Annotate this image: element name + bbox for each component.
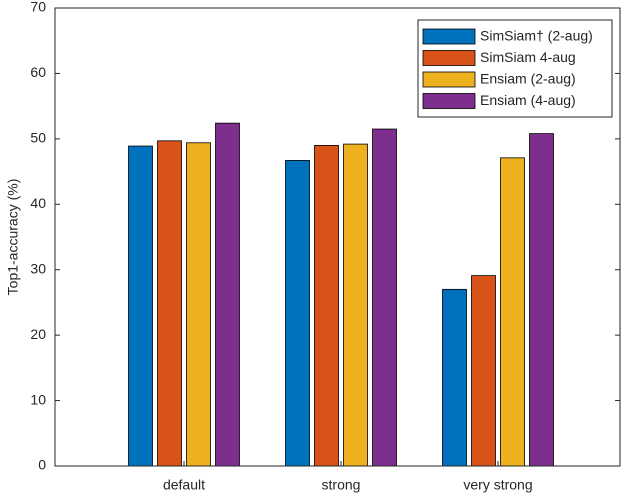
y-tick-label: 70	[30, 0, 46, 15]
bar	[215, 122, 240, 467]
y-tick-label: 40	[30, 195, 46, 211]
legend-swatch	[422, 50, 476, 66]
bar	[529, 133, 554, 467]
bar	[343, 143, 368, 467]
bar	[186, 142, 211, 467]
legend-label: SimSiam 4-aug	[480, 49, 576, 65]
bar	[157, 140, 182, 467]
x-tick-label: default	[163, 477, 205, 493]
bar	[500, 157, 525, 467]
bar	[372, 128, 397, 467]
bar	[314, 144, 339, 467]
y-tick-label: 0	[38, 457, 46, 473]
bar	[285, 160, 310, 467]
y-tick-label: 30	[30, 260, 46, 276]
bar	[128, 145, 153, 467]
legend-swatch	[422, 71, 476, 88]
y-axis-label: Top1-accuracy (%)	[5, 179, 21, 296]
y-tick-label: 10	[30, 391, 46, 407]
legend-label: Ensiam (4-aug)	[480, 92, 576, 108]
legend-swatch	[422, 28, 476, 45]
x-tick-label: strong	[322, 477, 361, 493]
y-tick-label: 20	[30, 326, 46, 342]
y-tick-label: 60	[30, 64, 46, 80]
legend-label: Ensiam (2-aug)	[480, 71, 576, 87]
bar	[471, 275, 496, 467]
y-tick-label: 50	[30, 130, 46, 146]
axes-box	[54, 7, 621, 467]
x-tick-label: very strong	[463, 477, 532, 493]
legend-label: SimSiam† (2-aug)	[480, 28, 593, 44]
bar	[442, 288, 467, 467]
legend-swatch	[422, 93, 476, 109]
